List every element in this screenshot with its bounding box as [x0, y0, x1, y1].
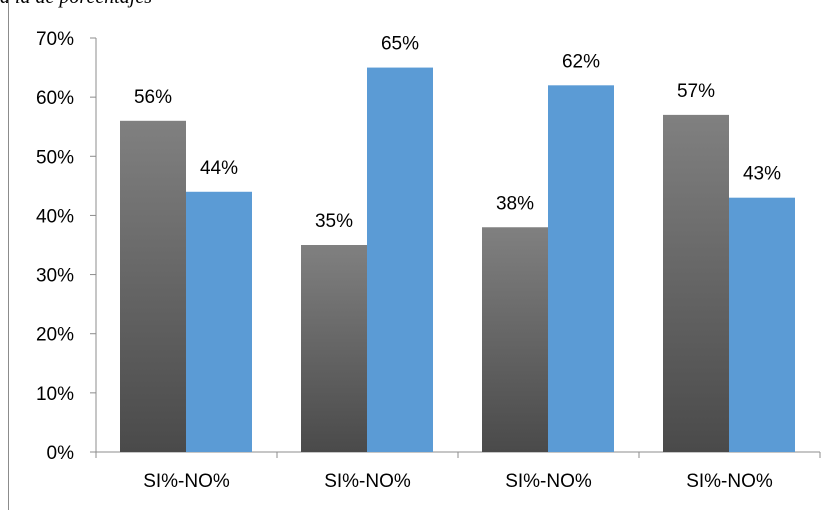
data-label: 65%	[381, 34, 419, 55]
si-bar	[120, 120, 186, 453]
y-tick-label: 40%	[36, 206, 74, 227]
x-category-label: SI%-NO%	[324, 471, 411, 492]
data-label: 56%	[134, 87, 172, 108]
no-bar	[367, 67, 433, 453]
y-tick-label: 20%	[36, 325, 74, 346]
data-label: 57%	[677, 81, 715, 102]
frame-border	[8, 0, 9, 510]
clipped-caption-text: a la de porcentajes	[0, 0, 152, 9]
y-tick-label: 50%	[36, 147, 74, 168]
no-bar	[186, 191, 252, 452]
x-category-label: SI%-NO%	[505, 471, 592, 492]
y-tick-label: 70%	[36, 29, 74, 50]
data-label: 43%	[743, 164, 781, 185]
no-bar	[548, 85, 614, 453]
data-label: 44%	[200, 158, 238, 179]
si-bar	[301, 245, 367, 452]
data-label: 38%	[496, 193, 534, 214]
si-bar	[482, 227, 548, 452]
y-tick-label: 30%	[36, 266, 74, 287]
y-tick-label: 0%	[47, 443, 75, 464]
y-tick-label: 60%	[36, 88, 74, 109]
x-category-label: SI%-NO%	[686, 471, 773, 492]
data-label: 62%	[562, 51, 600, 72]
x-category-label: SI%-NO%	[143, 471, 230, 492]
y-tick-label: 10%	[36, 384, 74, 405]
si-bar	[663, 114, 729, 452]
no-bar	[729, 197, 795, 452]
data-label: 35%	[315, 211, 353, 232]
